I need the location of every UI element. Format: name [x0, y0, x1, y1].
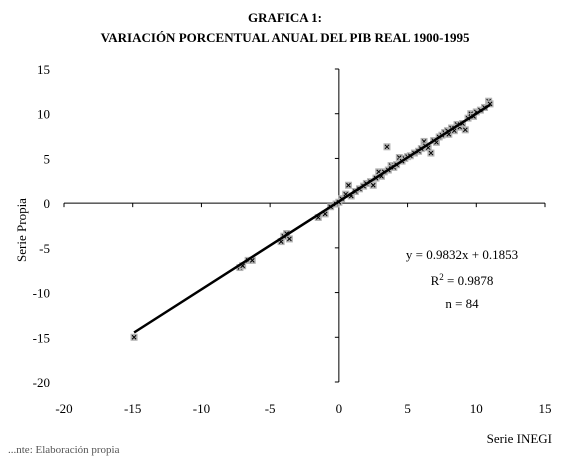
data-point [461, 126, 469, 134]
y-tick-label: -20 [33, 375, 50, 390]
source-footnote: ...nte: Elaboración propia [8, 444, 120, 456]
data-point-x [462, 127, 468, 133]
x-tick-label: -20 [55, 401, 72, 416]
r-squared-superscript: 2 [439, 272, 444, 282]
data-point [130, 333, 138, 341]
data-point [344, 181, 352, 189]
y-tick-label: -5 [39, 241, 50, 256]
y-tick-label: -15 [33, 330, 50, 345]
x-tick-label: -10 [193, 401, 210, 416]
y-tick-labels: 15 10 5 0 -5 -10 -15 -20 [33, 62, 50, 390]
x-tick-label: 15 [539, 401, 552, 416]
x-tick-label: 0 [336, 401, 343, 416]
y-tick-label: 10 [37, 107, 50, 122]
data-point-x [346, 182, 351, 188]
x-tick-label: -15 [124, 401, 141, 416]
trendline [133, 103, 491, 334]
data-point [369, 181, 377, 189]
sample-size-label: n = 84 [445, 296, 479, 311]
x-tick-label: -5 [265, 401, 276, 416]
x-tick-label: 10 [470, 401, 483, 416]
x-tick-label: 5 [404, 401, 411, 416]
data-point-x [428, 150, 434, 156]
data-point-x [287, 236, 292, 242]
data-point-x [131, 334, 137, 340]
data-point-x [384, 144, 390, 150]
data-point-x [370, 182, 376, 188]
chart-subtitle: VARIACIÓN PORCENTUAL ANUAL DEL PIB REAL … [101, 30, 470, 45]
y-tick-label: 0 [44, 196, 51, 211]
r-squared-value: = 0.9878 [444, 273, 494, 288]
r-squared-label: R2 = 0.9878 [431, 272, 494, 288]
trendline-group [133, 103, 491, 334]
chart-title: GRAFICA 1: [248, 10, 322, 25]
r-squared-prefix: R [431, 273, 440, 288]
y-tick-label: -10 [33, 286, 50, 301]
regression-equation: y = 0.9832x + 0.1853 [406, 247, 518, 262]
x-tick-labels: -20 -15 -10 -5 0 5 10 15 [55, 401, 551, 416]
data-point [285, 235, 293, 243]
x-axis-label: Serie INEGI [487, 431, 552, 446]
y-tick-label: 5 [44, 151, 51, 166]
data-point [383, 143, 391, 151]
y-axis-label: Serie Propia [14, 198, 29, 262]
data-point [427, 149, 435, 157]
y-tick-label: 15 [37, 62, 50, 77]
